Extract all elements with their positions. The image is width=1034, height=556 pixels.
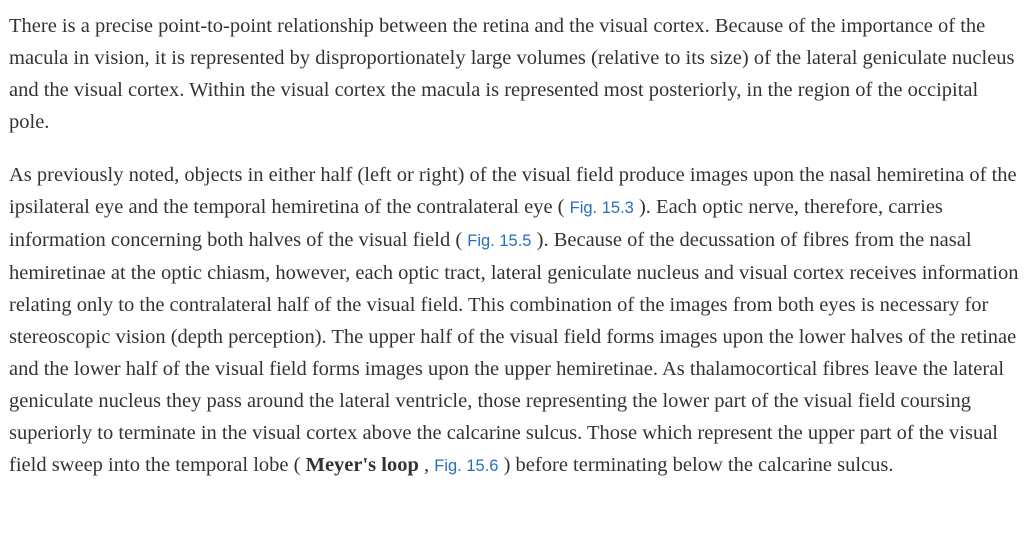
paragraph-text-segment: ) before terminating below the calcarine…: [498, 454, 894, 476]
key-term-meyers-loop: Meyer's loop: [305, 454, 419, 476]
paragraph-text-segment: As previously noted, objects in either h…: [9, 164, 1017, 218]
figure-link-15-3[interactable]: Fig. 15.3: [569, 199, 634, 217]
paragraph-text-segment: ). Each optic nerve, therefore, carries …: [9, 196, 943, 251]
article-body: There is a precise point-to-point relati…: [9, 10, 1023, 482]
figure-link-15-6[interactable]: Fig. 15.6: [434, 457, 499, 475]
paragraph-text-segment: ,: [418, 454, 435, 476]
paragraph-visual-field: As previously noted, objects in either h…: [9, 159, 1023, 482]
paragraph-text-segment: ). Because of the decussation of fibres …: [9, 229, 1019, 476]
paragraph-retina-cortex: There is a precise point-to-point relati…: [9, 15, 1015, 133]
figure-link-15-5[interactable]: Fig. 15.5: [467, 232, 532, 250]
